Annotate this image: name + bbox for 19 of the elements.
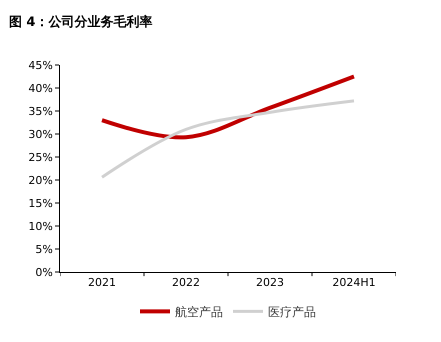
line-series bbox=[100, 99, 356, 179]
y-tick-label: 40% bbox=[28, 82, 53, 95]
line-series bbox=[100, 74, 356, 140]
y-tick-label: 45% bbox=[28, 58, 53, 72]
x-tick-label: 2022 bbox=[172, 276, 200, 290]
y-tick-label: 5% bbox=[35, 242, 53, 256]
legend-label: 医疗产品 bbox=[268, 305, 316, 320]
y-tick-label: 15% bbox=[28, 196, 53, 210]
y-tick-label: 20% bbox=[28, 174, 53, 187]
x-tick-label: 2023 bbox=[256, 276, 284, 290]
chart-title: 图 4：公司分业务毛利率 bbox=[8, 14, 152, 30]
y-tick-label: 30% bbox=[28, 128, 53, 141]
y-tick-label: 35% bbox=[28, 104, 53, 118]
y-tick-label: 10% bbox=[28, 220, 53, 233]
x-tick-label: 2021 bbox=[88, 276, 116, 290]
y-tick-label: 25% bbox=[28, 150, 53, 164]
y-tick-label: 0% bbox=[35, 266, 53, 279]
legend-label: 航空产品 bbox=[175, 305, 223, 320]
x-tick-label: 2024H1 bbox=[332, 276, 376, 290]
